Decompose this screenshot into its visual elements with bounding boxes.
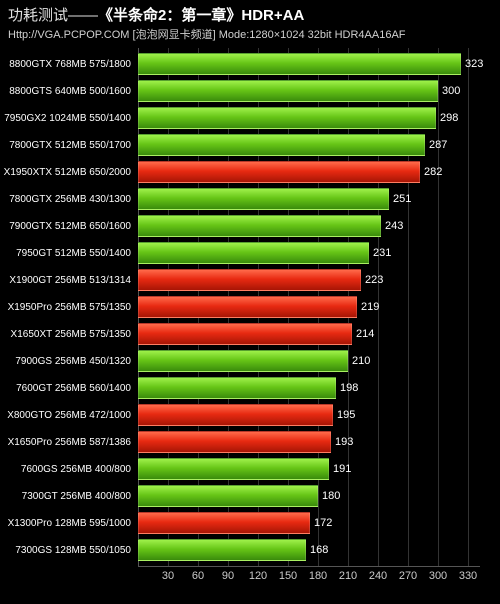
bar-row: X1650Pro 256MB 587/1386 193 (0, 430, 500, 455)
bar-label: X1650XT 256MB 575/1350 (0, 322, 135, 347)
bar (138, 458, 329, 480)
bar-value: 300 (442, 79, 460, 104)
bar-row: X800GTO 256MB 472/1000 195 (0, 403, 500, 428)
channel-text: [泡泡网显卡频道] (129, 29, 218, 41)
bar-row: 7800GTX 256MB 430/1300 251 (0, 187, 500, 212)
bar (138, 539, 306, 561)
plot-region: 8800GTX 768MB 575/1800 323 8800GTS 640MB 5… (0, 48, 500, 604)
bar-label: X1900GT 256MB 513/1314 (0, 268, 135, 293)
bar-label: X1650Pro 256MB 587/1386 (0, 430, 135, 455)
bar-label: 7300GT 256MB 400/800 (0, 484, 135, 509)
x-tick-label: 330 (459, 570, 477, 582)
bar-value: 219 (361, 295, 379, 320)
bar (138, 404, 333, 426)
bar-label: 7900GS 256MB 450/1320 (0, 349, 135, 374)
x-tick-label: 150 (279, 570, 297, 582)
bar (138, 107, 436, 129)
bar (138, 377, 336, 399)
bar-value: 243 (385, 214, 403, 239)
bar-value: 287 (429, 133, 447, 158)
bar-value: 198 (340, 376, 358, 401)
bar-row: X1950Pro 256MB 575/1350 219 (0, 295, 500, 320)
x-axis: 30 60 90 120 150 180 210 240 270 300 330 (0, 566, 500, 596)
bar-label: X800GTO 256MB 472/1000 (0, 403, 135, 428)
bar (138, 485, 318, 507)
bar-value: 323 (465, 52, 483, 77)
bar (138, 242, 369, 264)
bar-value: 223 (365, 268, 383, 293)
bar (138, 53, 461, 75)
bar (138, 323, 352, 345)
bar (138, 512, 310, 534)
chart-header: 功耗测试——《半条命2：第一章》HDR+AA Http://VGA.PCPOP.… (0, 0, 500, 44)
bar-row: X1900GT 256MB 513/1314 223 (0, 268, 500, 293)
bar-row: 8800GTX 768MB 575/1800 323 (0, 52, 500, 77)
bar-label: 7600GT 256MB 560/1400 (0, 376, 135, 401)
title-line: 功耗测试——《半条命2：第一章》HDR+AA (8, 4, 492, 25)
bar-row: X1950XTX 512MB 650/2000 282 (0, 160, 500, 185)
bar-value: 251 (393, 187, 411, 212)
bar-value: 282 (424, 160, 442, 185)
bar-label: 7600GS 256MB 400/800 (0, 457, 135, 482)
title-mode: HDR+AA (241, 7, 304, 24)
chart-area: 8800GTX 768MB 575/1800 323 8800GTS 640MB 5… (0, 48, 500, 604)
x-tick-label: 300 (429, 570, 447, 582)
bar-value: 168 (310, 538, 328, 563)
bar-row: 7600GS 256MB 400/800 191 (0, 457, 500, 482)
bar-value: 210 (352, 349, 370, 374)
bar-value: 172 (314, 511, 332, 536)
bar-row: 7300GT 256MB 400/800 180 (0, 484, 500, 509)
bar (138, 134, 425, 156)
bar-row: 7900GTX 512MB 650/1600 243 (0, 214, 500, 239)
bar-label: 7950GT 512MB 550/1400 (0, 241, 135, 266)
bar (138, 296, 357, 318)
x-tick-label: 270 (399, 570, 417, 582)
bar-label: 7800GTX 256MB 430/1300 (0, 187, 135, 212)
x-tick-label: 60 (192, 570, 204, 582)
bar-value: 214 (356, 322, 374, 347)
bar-value: 191 (333, 457, 351, 482)
x-tick-label: 120 (249, 570, 267, 582)
source-url: Http://VGA.PCPOP.COM (8, 29, 129, 41)
bar-label: X1300Pro 128MB 595/1000 (0, 511, 135, 536)
bar-value: 195 (337, 403, 355, 428)
bar-row: 7600GT 256MB 560/1400 198 (0, 376, 500, 401)
bar-label: 8800GTS 640MB 500/1600 (0, 79, 135, 104)
bar-row: 7900GS 256MB 450/1320 210 (0, 349, 500, 374)
bar (138, 350, 348, 372)
x-tick-label: 240 (369, 570, 387, 582)
bar-row: 8800GTS 640MB 500/1600 300 (0, 79, 500, 104)
bar-value: 193 (335, 430, 353, 455)
bar (138, 161, 420, 183)
x-tick-label: 90 (222, 570, 234, 582)
bar-row: X1650XT 256MB 575/1350 214 (0, 322, 500, 347)
bar-label: 7900GTX 512MB 650/1600 (0, 214, 135, 239)
bar-row: 7950GX2 1024MB 550/1400 298 (0, 106, 500, 131)
bar-label: 8800GTX 768MB 575/1800 (0, 52, 135, 77)
x-tick-label: 30 (162, 570, 174, 582)
title-prefix: 功耗测试—— (8, 7, 98, 24)
bar (138, 215, 381, 237)
bar-label: 7950GX2 1024MB 550/1400 (0, 106, 135, 131)
bar (138, 188, 389, 210)
bar (138, 431, 331, 453)
title-game: 《半条命2：第一章》 (98, 7, 241, 24)
bar-row: 7950GT 512MB 550/1400 231 (0, 241, 500, 266)
bar-label: 7800GTX 512MB 550/1700 (0, 133, 135, 158)
bar-row: 7300GS 128MB 550/1050 168 (0, 538, 500, 563)
bar-label: X1950Pro 256MB 575/1350 (0, 295, 135, 320)
bar-value: 298 (440, 106, 458, 131)
bar-row: X1300Pro 128MB 595/1000 172 (0, 511, 500, 536)
bar-value: 231 (373, 241, 391, 266)
x-tick-label: 210 (339, 570, 357, 582)
bar-label: X1950XTX 512MB 650/2000 (0, 160, 135, 185)
subtitle-line: Http://VGA.PCPOP.COM [泡泡网显卡频道] Mode:1280… (8, 26, 492, 42)
bar (138, 269, 361, 291)
x-tick-label: 180 (309, 570, 327, 582)
bar-value: 180 (322, 484, 340, 509)
bar-label: 7300GS 128MB 550/1050 (0, 538, 135, 563)
mode-detail: Mode:1280×1024 32bit HDR4AA16AF (219, 29, 406, 41)
bar-row: 7800GTX 512MB 550/1700 287 (0, 133, 500, 158)
bar (138, 80, 438, 102)
